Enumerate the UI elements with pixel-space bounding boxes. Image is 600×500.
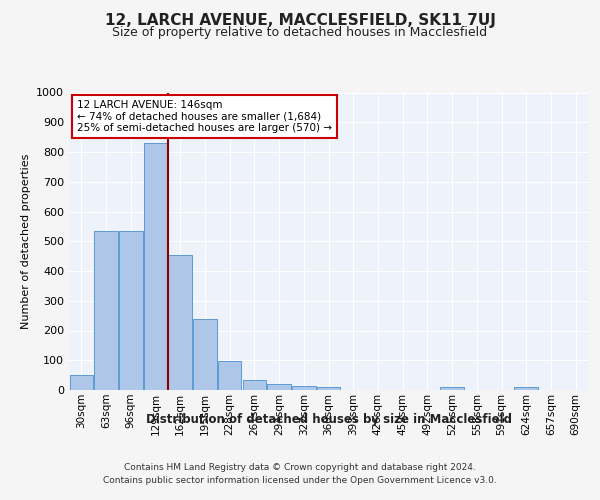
Text: 12, LARCH AVENUE, MACCLESFIELD, SK11 7UJ: 12, LARCH AVENUE, MACCLESFIELD, SK11 7UJ	[104, 12, 496, 28]
Text: Contains HM Land Registry data © Crown copyright and database right 2024.: Contains HM Land Registry data © Crown c…	[124, 462, 476, 471]
Bar	[514, 387, 538, 390]
Bar	[94, 231, 118, 390]
Bar	[169, 254, 192, 390]
Bar	[70, 375, 93, 390]
Bar	[440, 387, 464, 390]
Bar	[144, 143, 167, 390]
Bar	[268, 384, 291, 390]
Text: 12 LARCH AVENUE: 146sqm
← 74% of detached houses are smaller (1,684)
25% of semi: 12 LARCH AVENUE: 146sqm ← 74% of detache…	[77, 100, 332, 133]
Bar	[242, 380, 266, 390]
Bar	[317, 387, 340, 390]
Bar	[193, 318, 217, 390]
Text: Distribution of detached houses by size in Macclesfield: Distribution of detached houses by size …	[146, 412, 512, 426]
Bar	[292, 386, 316, 390]
Bar	[218, 361, 241, 390]
Text: Size of property relative to detached houses in Macclesfield: Size of property relative to detached ho…	[112, 26, 488, 39]
Text: Contains public sector information licensed under the Open Government Licence v3: Contains public sector information licen…	[103, 476, 497, 485]
Y-axis label: Number of detached properties: Number of detached properties	[20, 154, 31, 329]
Bar	[119, 231, 143, 390]
